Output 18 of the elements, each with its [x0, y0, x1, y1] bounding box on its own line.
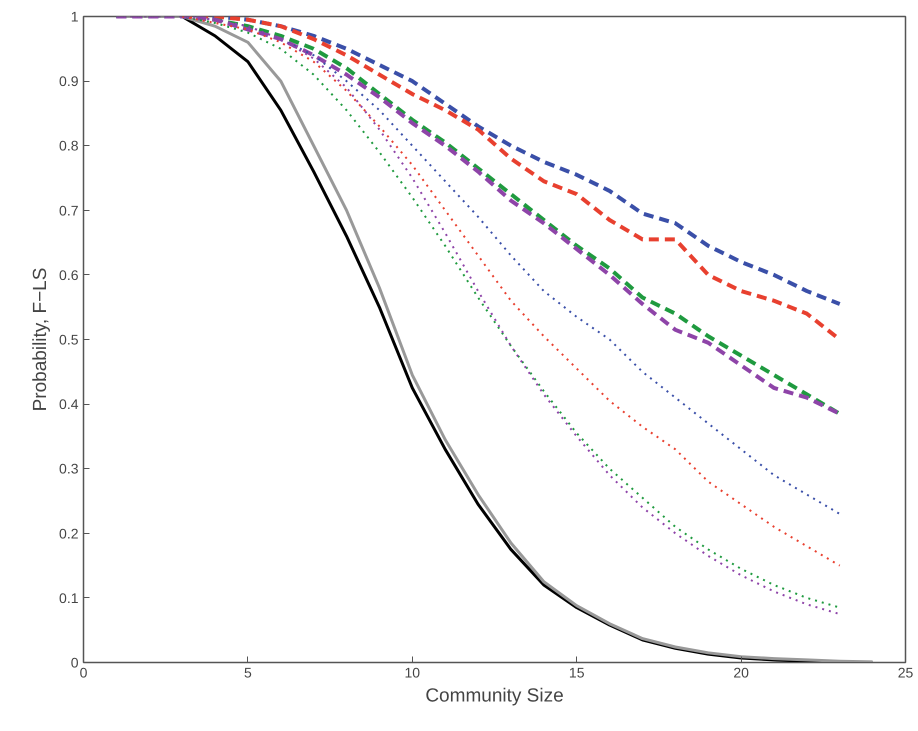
x-tick-label: 20	[733, 664, 750, 680]
x-tick-label: 10	[404, 664, 420, 680]
y-tick-label: 0.2	[59, 525, 79, 542]
x-tick-label: 25	[898, 664, 914, 680]
x-tick-label: 5	[244, 664, 252, 680]
y-tick-label: 0	[70, 654, 79, 670]
y-tick-label: 0.3	[59, 460, 79, 477]
x-axis-title: Community Size	[425, 686, 564, 706]
y-tick-label: 0.9	[59, 73, 79, 90]
y-tick-label: 0.1	[59, 590, 79, 606]
x-tick-label: 15	[568, 664, 585, 680]
y-tick-label: 0.7	[59, 202, 79, 218]
y-axis-title: Probability, F−LS	[30, 268, 52, 412]
y-tick-label: 1	[70, 8, 79, 24]
y-tick-label: 0.8	[59, 138, 79, 154]
y-tick-label: 0.6	[59, 266, 79, 283]
y-tick-label: 0.5	[59, 332, 79, 348]
y-tick-label: 0.4	[59, 396, 79, 412]
